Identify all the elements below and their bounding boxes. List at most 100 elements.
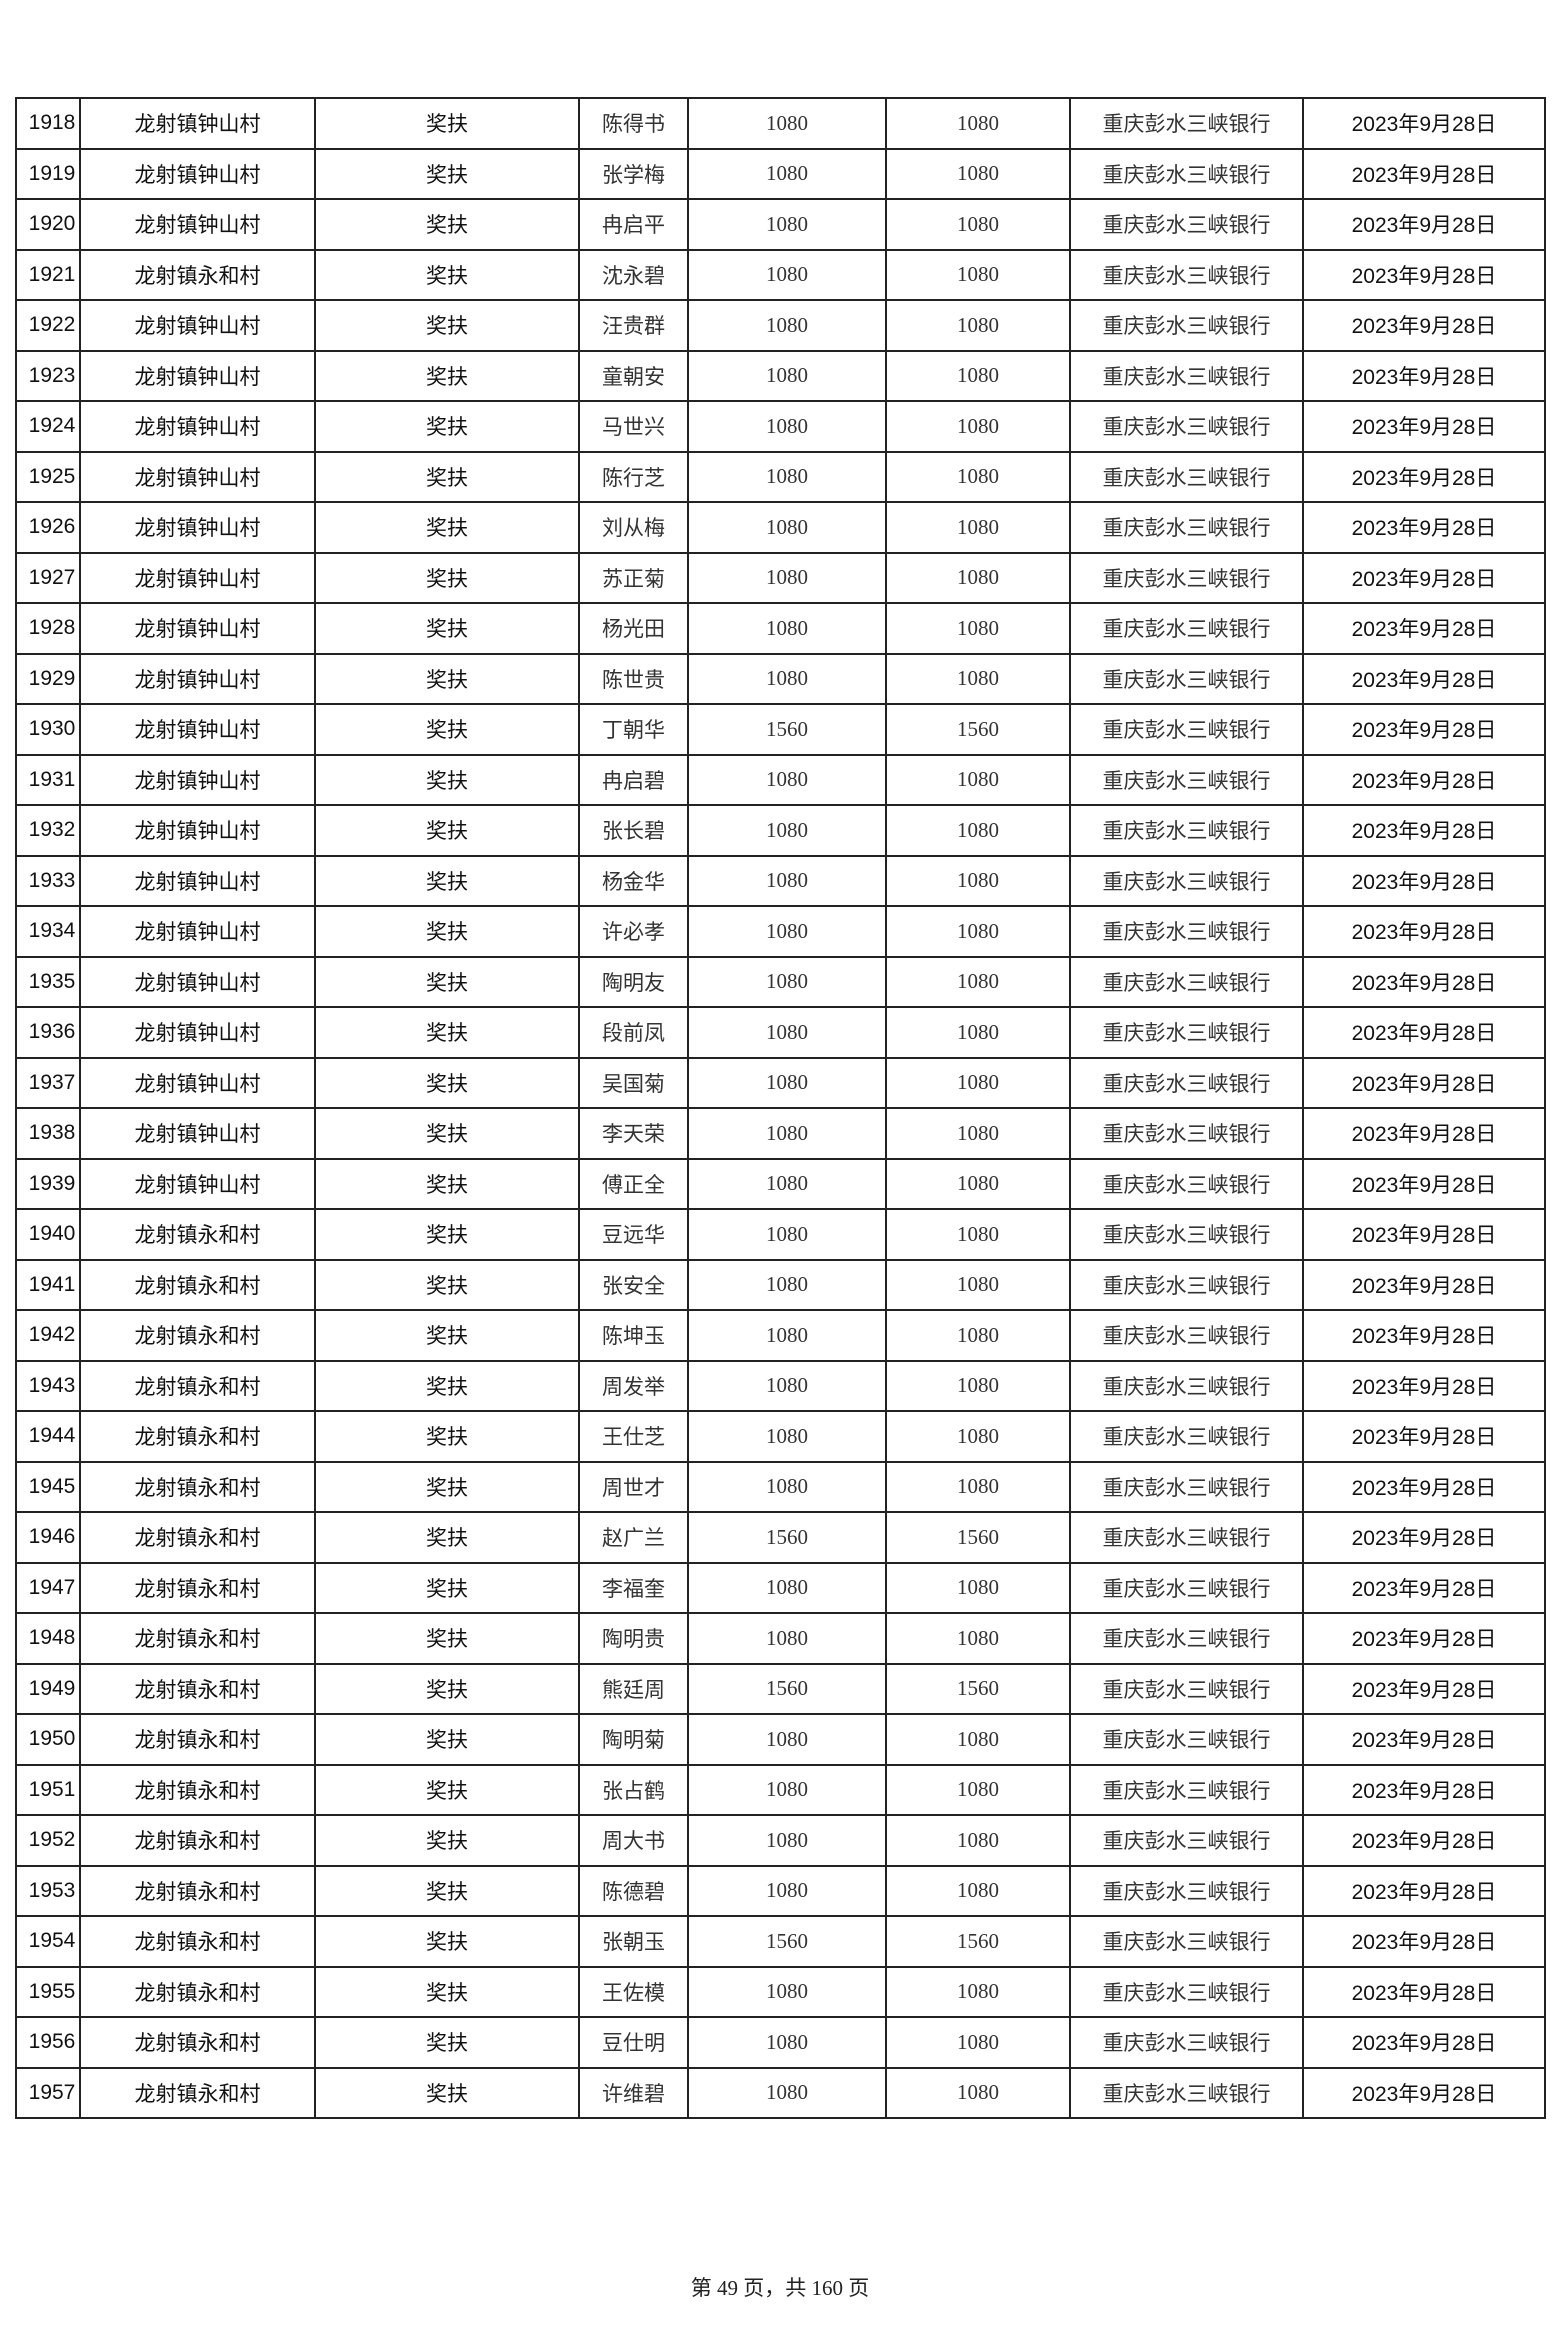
row-number-cell: 1938 [15,1107,81,1160]
person-name-cell: 刘从梅 [578,501,689,554]
amount-standard-cell: 1560 [687,1662,887,1715]
person-name-cell: 陈得书 [578,97,689,150]
village-cell: 龙射镇钟山村 [79,97,316,150]
village-cell: 龙射镇永和村 [79,1309,316,1362]
pay-date-cell: 2023年9月28日 [1302,1410,1546,1463]
row-number-cell: 1950 [15,1713,81,1766]
amount-paid-cell: 1080 [885,955,1071,1008]
amount-paid-cell: 1080 [885,804,1071,857]
table-row: 1918 龙射镇钟山村 奖扶 陈得书 1080 1080 重庆彭水三峡银行 2023年9月28… [15,97,1546,150]
row-number-cell: 1934 [15,905,81,958]
category-cell: 奖扶 [314,1410,580,1463]
table-row: 1928 龙射镇钟山村 奖扶 杨光田 1080 1080 重庆彭水三峡银行 2023年9月28… [15,602,1546,655]
category-cell: 奖扶 [314,652,580,705]
payment-table: 1918 龙射镇钟山村 奖扶 陈得书 1080 1080 重庆彭水三峡银行 2023年9月28… [15,97,1546,2119]
village-cell: 龙射镇钟山村 [79,1157,316,1210]
village-cell: 龙射镇永和村 [79,1208,316,1261]
pay-date-cell: 2023年9月28日 [1302,1157,1546,1210]
person-name-cell: 陈德碧 [578,1864,689,1917]
village-cell: 龙射镇钟山村 [79,400,316,453]
row-number-cell: 1941 [15,1258,81,1311]
amount-paid-cell: 1080 [885,551,1071,604]
amount-paid-cell: 1080 [885,1814,1071,1867]
pay-date-cell: 2023年9月28日 [1302,1006,1546,1059]
village-cell: 龙射镇永和村 [79,1713,316,1766]
bank-cell: 重庆彭水三峡银行 [1069,804,1304,857]
row-number-cell: 1922 [15,299,81,352]
person-name-cell: 段前凤 [578,1006,689,1059]
village-cell: 龙射镇钟山村 [79,147,316,200]
table-row: 1922 龙射镇钟山村 奖扶 汪贵群 1080 1080 重庆彭水三峡银行 2023年9月28… [15,299,1546,352]
amount-standard-cell: 1080 [687,2066,887,2119]
village-cell: 龙射镇钟山村 [79,551,316,604]
pay-date-cell: 2023年9月28日 [1302,1460,1546,1513]
bank-cell: 重庆彭水三峡银行 [1069,1006,1304,1059]
amount-standard-cell: 1080 [687,1561,887,1614]
village-cell: 龙射镇钟山村 [79,299,316,352]
village-cell: 龙射镇钟山村 [79,955,316,1008]
row-number-cell: 1930 [15,703,81,756]
table-row: 1950 龙射镇永和村 奖扶 陶明菊 1080 1080 重庆彭水三峡银行 2023年9月28… [15,1713,1546,1766]
village-cell: 龙射镇钟山村 [79,854,316,907]
bank-cell: 重庆彭水三峡银行 [1069,2066,1304,2119]
table-row: 1945 龙射镇永和村 奖扶 周世才 1080 1080 重庆彭水三峡银行 2023年9月28… [15,1460,1546,1513]
table-row: 1927 龙射镇钟山村 奖扶 苏正菊 1080 1080 重庆彭水三峡银行 2023年9月28… [15,551,1546,604]
village-cell: 龙射镇永和村 [79,1561,316,1614]
person-name-cell: 张占鹤 [578,1763,689,1816]
table-row: 1942 龙射镇永和村 奖扶 陈坤玉 1080 1080 重庆彭水三峡银行 2023年9月28… [15,1309,1546,1362]
bank-cell: 重庆彭水三峡银行 [1069,1814,1304,1867]
row-number-cell: 1957 [15,2066,81,2119]
bank-cell: 重庆彭水三峡银行 [1069,1915,1304,1968]
person-name-cell: 陈行芝 [578,450,689,503]
bank-cell: 重庆彭水三峡银行 [1069,198,1304,251]
category-cell: 奖扶 [314,450,580,503]
person-name-cell: 陶明贵 [578,1612,689,1665]
table-row: 1944 龙射镇永和村 奖扶 王仕芝 1080 1080 重庆彭水三峡银行 2023年9月28… [15,1410,1546,1463]
pay-date-cell: 2023年9月28日 [1302,1258,1546,1311]
amount-standard-cell: 1080 [687,2016,887,2069]
bank-cell: 重庆彭水三峡银行 [1069,955,1304,1008]
person-name-cell: 李天荣 [578,1107,689,1160]
category-cell: 奖扶 [314,753,580,806]
bank-cell: 重庆彭水三峡银行 [1069,1208,1304,1261]
amount-paid-cell: 1080 [885,349,1071,402]
person-name-cell: 陶明友 [578,955,689,1008]
category-cell: 奖扶 [314,147,580,200]
bank-cell: 重庆彭水三峡银行 [1069,1309,1304,1362]
bank-cell: 重庆彭水三峡银行 [1069,1561,1304,1614]
bank-cell: 重庆彭水三峡银行 [1069,299,1304,352]
category-cell: 奖扶 [314,804,580,857]
pay-date-cell: 2023年9月28日 [1302,1915,1546,1968]
category-cell: 奖扶 [314,1309,580,1362]
page-footer: 第 49 页，共 160 页 [690,2276,870,2300]
category-cell: 奖扶 [314,97,580,150]
person-name-cell: 周世才 [578,1460,689,1513]
bank-cell: 重庆彭水三峡银行 [1069,349,1304,402]
village-cell: 龙射镇永和村 [79,1814,316,1867]
row-number-cell: 1949 [15,1662,81,1715]
category-cell: 奖扶 [314,1814,580,1867]
amount-paid-cell: 1080 [885,652,1071,705]
table-row: 1952 龙射镇永和村 奖扶 周大书 1080 1080 重庆彭水三峡银行 2023年9月28… [15,1814,1546,1867]
table-row: 1951 龙射镇永和村 奖扶 张占鹤 1080 1080 重庆彭水三峡银行 2023年9月28… [15,1763,1546,1816]
amount-paid-cell: 1080 [885,501,1071,554]
amount-standard-cell: 1080 [687,299,887,352]
amount-paid-cell: 1080 [885,248,1071,301]
amount-paid-cell: 1560 [885,1915,1071,1968]
amount-standard-cell: 1080 [687,1410,887,1463]
village-cell: 龙射镇钟山村 [79,804,316,857]
pay-date-cell: 2023年9月28日 [1302,349,1546,402]
amount-paid-cell: 1080 [885,1359,1071,1412]
table-row: 1939 龙射镇钟山村 奖扶 傅正全 1080 1080 重庆彭水三峡银行 2023年9月28… [15,1157,1546,1210]
table-row: 1925 龙射镇钟山村 奖扶 陈行芝 1080 1080 重庆彭水三峡银行 2023年9月28… [15,450,1546,503]
pay-date-cell: 2023年9月28日 [1302,501,1546,554]
pay-date-cell: 2023年9月28日 [1302,551,1546,604]
bank-cell: 重庆彭水三峡银行 [1069,2016,1304,2069]
category-cell: 奖扶 [314,400,580,453]
village-cell: 龙射镇永和村 [79,1359,316,1412]
row-number-cell: 1933 [15,854,81,907]
row-number-cell: 1937 [15,1056,81,1109]
row-number-cell: 1955 [15,1965,81,2018]
person-name-cell: 马世兴 [578,400,689,453]
bank-cell: 重庆彭水三峡银行 [1069,1056,1304,1109]
